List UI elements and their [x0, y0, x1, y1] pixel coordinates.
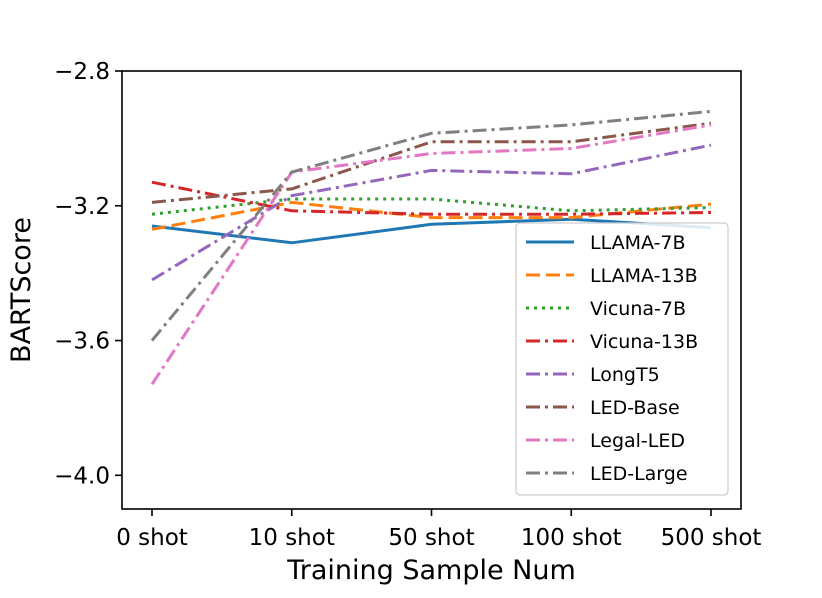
legend-label: Legal-LED	[590, 430, 685, 452]
legend: LLAMA-7B LLAMA-13B Vicuna-7B Vicuna-13B Long…	[515, 222, 729, 496]
series-layer	[150, 109, 712, 386]
legend-label: LED-Large	[590, 463, 688, 485]
series-line-llama-7b	[151, 217, 712, 245]
y-axis-title: BARTScore	[6, 217, 37, 363]
y-tick-label: −4.0	[54, 463, 110, 489]
y-tick-label: −3.2	[54, 194, 110, 220]
x-axis-ticks: 0 shot 10 shot 50 shot 100 shot 500 shot	[116, 509, 761, 551]
series-line-longt5	[151, 143, 712, 282]
x-tick-label: 0 shot	[116, 525, 188, 551]
series-line-legal-led	[150, 123, 712, 386]
legend-label: LLAMA-7B	[590, 232, 686, 254]
legend-label: LLAMA-13B	[590, 265, 698, 287]
series-line-vicuna-7b	[151, 197, 712, 216]
series-line-led-large	[150, 109, 712, 342]
legend-label: LongT5	[590, 364, 660, 386]
y-tick-label: −3.6	[54, 329, 110, 355]
legend-label: Vicuna-7B	[590, 298, 686, 320]
y-tick-label: −2.8	[54, 59, 110, 85]
x-tick-label: 50 shot	[388, 525, 474, 551]
x-axis-title: Training Sample Num	[286, 555, 576, 586]
legend-label: LED-Base	[590, 397, 680, 419]
y-axis-ticks: −4.0 −3.6 −3.2 −2.8	[54, 59, 122, 489]
legend-label: Vicuna-13B	[590, 331, 698, 353]
x-tick-label: 500 shot	[661, 525, 762, 551]
x-tick-label: 100 shot	[521, 525, 622, 551]
legend-box	[515, 222, 729, 496]
series-line-led-base	[151, 121, 712, 204]
series-line-vicuna-13b	[151, 180, 712, 216]
x-tick-label: 10 shot	[249, 525, 335, 551]
